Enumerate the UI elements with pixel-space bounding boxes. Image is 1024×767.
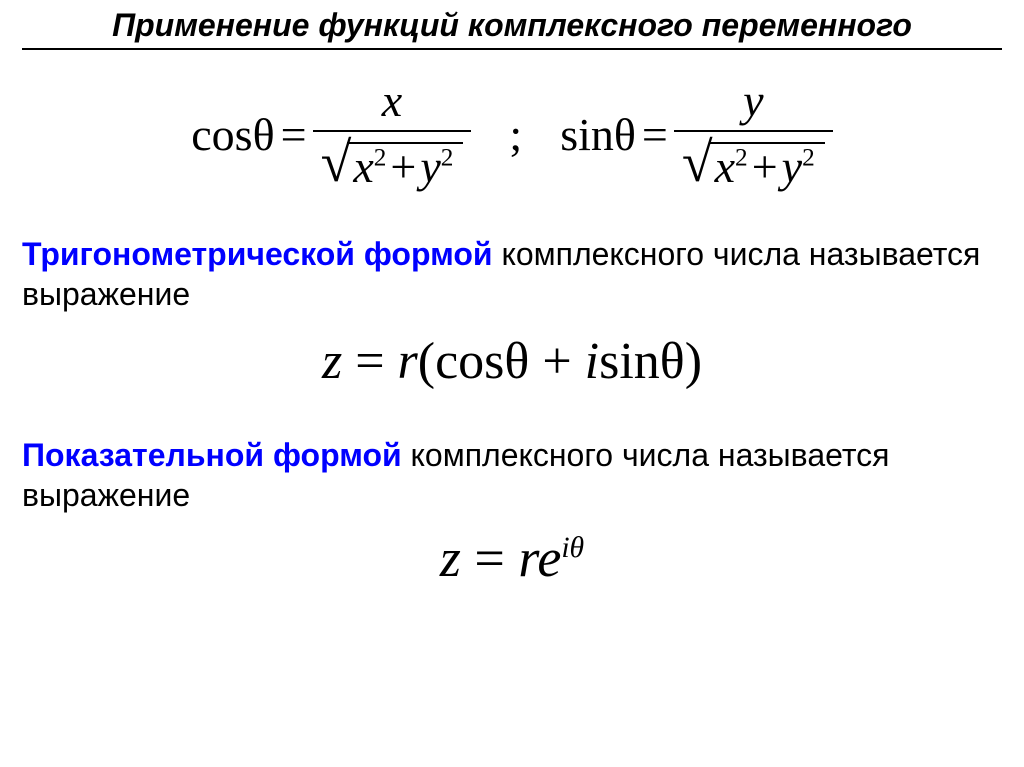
numerator: y [735, 78, 771, 130]
paragraph-trig-form: Тригонометрической формой комплексного ч… [22, 234, 1002, 314]
eq-cos: cosθ = x √ x2 + y2 [191, 78, 471, 190]
eq-sin: sinθ = y √ x2 + y2 [560, 78, 833, 190]
term-y: y2 [782, 144, 815, 190]
eq-cos-lhs: cosθ [191, 108, 274, 161]
term-y: y2 [420, 144, 453, 190]
sqrt: √ x2 + y2 [682, 138, 825, 190]
separator: ; [509, 108, 522, 161]
eq-exp-base: z = re [440, 528, 561, 588]
term-x: x2 [353, 144, 386, 190]
radicand: x2 + y2 [347, 142, 463, 190]
highlight-trig: Тригонометрической формой [22, 236, 493, 272]
eq-exp-form: z = reiθ [22, 527, 1002, 589]
radicand: x2 + y2 [709, 142, 825, 190]
highlight-exp: Показательной формой [22, 437, 402, 473]
denominator: √ x2 + y2 [674, 132, 833, 190]
equation-row-1: cosθ = x √ x2 + y2 ; [22, 78, 1002, 190]
eq-trig-form: z = r(cosθ + isinθ) [22, 332, 1002, 391]
page-title: Применение функций комплексного переменн… [22, 0, 1002, 50]
eq-sin-lhs: sinθ [560, 108, 636, 161]
fraction: y √ x2 + y2 [674, 78, 833, 190]
equals-sign: = [642, 108, 668, 161]
plus-sign: + [752, 144, 778, 190]
eq-trig-body: z = r(cosθ + isinθ) [322, 333, 702, 390]
eq-exp-superscript: iθ [561, 532, 584, 564]
fraction: x √ x2 + y2 [313, 78, 472, 190]
numerator: x [374, 78, 410, 130]
term-x: x2 [715, 144, 748, 190]
plus-sign: + [390, 144, 416, 190]
sqrt: √ x2 + y2 [321, 138, 464, 190]
paragraph-exp-form: Показательной формой комплексного числа … [22, 435, 1002, 515]
equals-sign: = [281, 108, 307, 161]
denominator: √ x2 + y2 [313, 132, 472, 190]
